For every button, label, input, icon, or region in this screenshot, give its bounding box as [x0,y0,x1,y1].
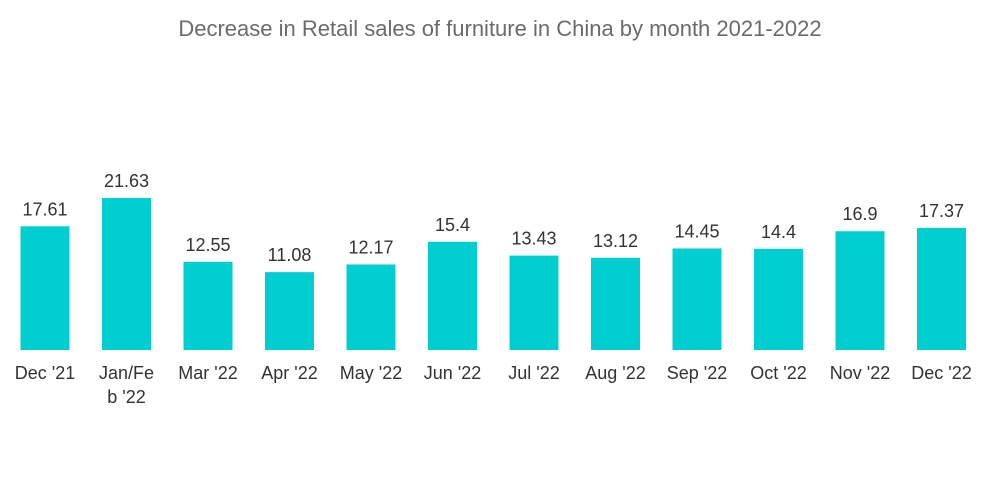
value-label-3: 11.08 [268,245,312,265]
chart-title: Decrease in Retail sales of furniture in… [178,16,822,41]
bar-11 [917,227,966,350]
value-label-8: 14.45 [674,221,719,241]
x-tick-label-9: Oct '22 [750,363,806,383]
value-label-4: 12.17 [348,237,393,257]
x-tick-label-8: Sep '22 [667,363,728,383]
x-tick-label-4: May '22 [340,363,402,383]
value-label-5: 15.4 [435,215,470,235]
value-label-6: 13.43 [511,229,556,249]
value-label-2: 12.55 [185,235,230,255]
value-label-10: 16.9 [842,204,877,224]
bar-8 [672,248,722,350]
value-labels-layer: 17.61 21.63 12.55 11.08 12.17 15.4 13.43 13.12 1… [22,171,964,265]
x-tick-label-1: Jan/Fe b '22 [99,363,154,407]
bar-5 [428,241,477,350]
x-tick-label-7: Aug '22 [585,363,646,383]
x-tick-label-11: Dec '22 [911,363,971,383]
bars-layer [20,198,966,350]
x-tick-label-5: Jun '22 [424,363,481,383]
x-tick-label-3: Apr '22 [261,363,317,383]
bar-0 [20,226,70,350]
value-label-0: 17.61 [22,199,67,219]
x-tick-label-0: Dec '21 [15,363,75,383]
x-tick-label-10: Nov '22 [830,363,890,383]
value-label-1: 21.63 [104,171,149,191]
value-label-9: 14.4 [761,222,796,242]
bar-7 [591,257,640,350]
bar-2 [183,261,233,350]
bar-10 [835,231,885,350]
value-label-11: 17.37 [919,201,964,221]
bar-3 [265,272,314,350]
bar-6 [509,255,559,350]
value-label-7: 13.12 [593,231,638,251]
x-tick-label-6: Jul '22 [508,363,559,383]
bar-1 [102,198,151,350]
x-axis-tick-labels: Dec '21 Jan/Fe b '22 Mar '22 Apr '22 May '22 J… [15,363,972,407]
x-tick-label-2: Mar '22 [178,363,237,383]
bar-4 [346,264,396,350]
bar-9 [754,248,803,350]
